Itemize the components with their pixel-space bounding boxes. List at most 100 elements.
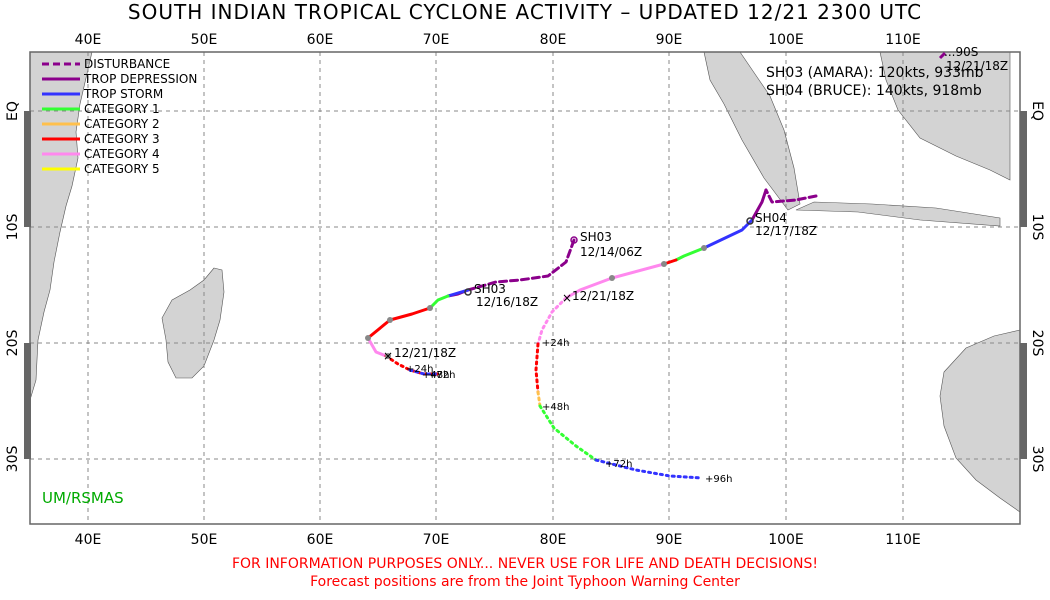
lon-label: 60E <box>307 532 334 548</box>
legend-label: CATEGORY 4 <box>84 147 160 161</box>
sh03-mid-time: 12/16/18Z <box>476 295 538 309</box>
sh03-mid-marker <box>464 288 472 296</box>
track-point <box>609 275 615 281</box>
lon-label: 60E <box>307 32 334 48</box>
sh04-forecast-cat1 <box>538 404 598 462</box>
lat-label: EQ <box>1029 101 1045 121</box>
sh04-forecast-label: +48h <box>542 402 569 413</box>
lon-labels-top: 40E 50E 60E 70E 80E 90E 100E 110E <box>75 32 921 48</box>
track-point <box>387 317 393 323</box>
lon-label: 90E <box>656 532 683 548</box>
sh04-current-time: 12/21/18Z <box>572 289 634 303</box>
track-point <box>385 353 391 359</box>
lon-label: 50E <box>191 532 218 548</box>
sh04-genesis-marker <box>746 217 754 225</box>
lon-label: 90E <box>656 32 683 48</box>
australia-landmass <box>939 329 1021 513</box>
lon-label: 40E <box>75 32 102 48</box>
lat-band-markers <box>24 111 1027 459</box>
sh03-disturbance-segment <box>466 238 576 292</box>
sh03-track: × <box>365 236 578 376</box>
lat-labels-left: EQ 10S 20S 30S <box>5 101 21 472</box>
legend-label: CATEGORY 5 <box>84 162 160 176</box>
credit-label: UM/RSMAS <box>42 489 124 507</box>
lon-label: 70E <box>423 32 450 48</box>
track-point <box>427 305 433 311</box>
sh04-forecast-cat2 <box>536 390 542 408</box>
legend-label: CATEGORY 1 <box>84 102 160 116</box>
legend-label: CATEGORY 2 <box>84 117 160 131</box>
lat-label: 20S <box>5 330 21 357</box>
track-point <box>365 335 371 341</box>
sh04-cat1-segment <box>674 246 706 262</box>
corner-storm: ...90S 12/21/18Z <box>938 45 1008 73</box>
lat-labels-right: EQ 10S 20S 30S <box>1029 101 1045 472</box>
sh04-forecast-label: +72h <box>605 459 632 470</box>
land-masses <box>29 51 1021 513</box>
sh04-forecast-label: +96h <box>705 474 732 485</box>
java-landmass <box>795 201 1001 227</box>
sh04-cat4-segment <box>564 262 666 300</box>
sh04-time: 12/17/18Z <box>755 224 817 238</box>
map-title: SOUTH INDIAN TROPICAL CYCLONE ACTIVITY –… <box>127 0 923 24</box>
sh04-current-marker: × <box>562 291 572 305</box>
madagascar-landmass <box>161 267 225 379</box>
lat-label: 30S <box>1029 446 1045 473</box>
storm-info: SH03 (AMARA): 120kts, 933mb SH04 (BRUCE)… <box>766 65 984 99</box>
sh04-forecast-cat4 <box>536 296 568 346</box>
track-labels: SH03 12/14/06Z SH03 12/16/18Z 12/21/18Z … <box>394 211 817 485</box>
lon-label: 100E <box>768 532 804 548</box>
sh04-forecast-label: +24h <box>542 338 569 349</box>
legend-label: CATEGORY 3 <box>84 132 160 146</box>
storm-info-sh04: SH04 (BRUCE): 140kts, 918mb <box>766 83 982 99</box>
sumatra-landmass <box>703 51 801 211</box>
sh03-start-id: SH03 <box>580 230 612 244</box>
lat-label: 10S <box>1029 214 1045 241</box>
lon-label: 80E <box>540 532 567 548</box>
lon-labels-bottom: 40E 50E 60E 70E 80E 90E 100E 110E <box>75 532 921 548</box>
sh03-start-time: 12/14/06Z <box>580 245 642 259</box>
sh03-forecast-label: +72h <box>428 370 455 381</box>
sh03-cat3-segment <box>366 306 432 340</box>
sh04-disturbance-segment <box>764 188 818 204</box>
legend-label: DISTURBANCE <box>84 57 170 71</box>
sh03-current-marker: × <box>383 349 393 363</box>
lon-label: 80E <box>540 32 567 48</box>
legend-label: TROP STORM <box>83 87 163 101</box>
track-point <box>701 245 707 251</box>
sh04-tropstorm-segment <box>702 218 754 250</box>
lon-label: 70E <box>423 532 450 548</box>
sh04-tropdep-segment <box>750 188 768 222</box>
sh03-cat1-segment <box>428 294 450 310</box>
sh03-cat4-segment <box>366 336 388 358</box>
corner-storm-id: ...90S <box>944 45 978 59</box>
borneo-landmass <box>879 51 1011 181</box>
corner-storm-time: 12/21/18Z <box>946 59 1008 73</box>
sh03-forecast-label: +24h <box>406 364 433 375</box>
sh03-current-time: 12/21/18Z <box>394 346 456 360</box>
sh03-forecast-tail <box>408 368 440 376</box>
disclaimer: FOR INFORMATION PURPOSES ONLY... NEVER U… <box>231 556 819 572</box>
storm-info-sh03: SH03 (AMARA): 120kts, 933mb <box>766 65 984 81</box>
lon-label: 50E <box>191 32 218 48</box>
sh04-id: SH04 <box>755 211 787 225</box>
lat-label: EQ <box>5 101 21 121</box>
sh04-track: × <box>534 188 818 480</box>
sh03-forecast-label: +48h <box>422 370 449 381</box>
lat-label: 20S <box>1029 330 1045 357</box>
lat-label: 10S <box>5 214 21 241</box>
lon-label: 40E <box>75 532 102 548</box>
sh04-forecast-cat3 <box>534 342 540 394</box>
lat-label: 30S <box>5 446 21 473</box>
sh03-genesis-marker <box>570 236 578 244</box>
graticule <box>30 52 1020 524</box>
sh04-forecast-tropstorm <box>594 458 704 480</box>
lon-label: 100E <box>768 32 804 48</box>
sh03-mid-id: SH03 <box>474 282 506 296</box>
legend-label: TROP DEPRESSION <box>83 72 197 86</box>
map-frame <box>29 51 1021 525</box>
lon-label: 110E <box>885 532 921 548</box>
track-point <box>661 261 667 267</box>
source-note: Forecast positions are from the Joint Ty… <box>310 574 740 590</box>
